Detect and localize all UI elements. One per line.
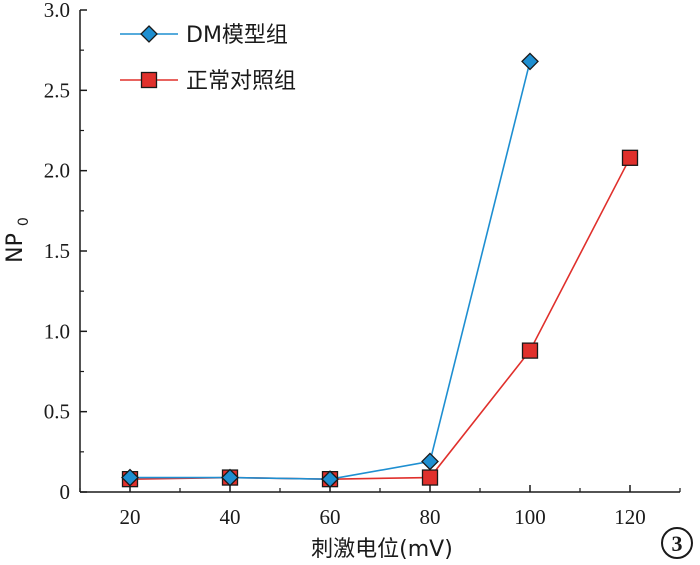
- point-normal-control: [621, 149, 639, 166]
- y-tick-label: 2.0: [44, 159, 70, 183]
- x-tick-label: 120: [614, 505, 646, 529]
- x-tick-label: 60: [320, 505, 341, 529]
- y-axis-title-sub: 0: [16, 217, 32, 226]
- legend-label: DM模型组: [186, 23, 288, 48]
- y-axis-title-main: NP: [3, 233, 28, 263]
- point-dm-model: [521, 52, 539, 71]
- y-tick-label: 1.5: [44, 239, 70, 263]
- legend-marker: [140, 25, 158, 43]
- point-normal-control: [421, 469, 439, 486]
- series-line-dm-model: [130, 61, 531, 480]
- point-dm-model: [121, 468, 139, 487]
- legend-item: 正常对照组: [120, 69, 296, 94]
- series-markers: [121, 52, 639, 489]
- point-dm-model: [221, 468, 239, 487]
- series-lines: [129, 61, 631, 480]
- point-dm-model: [321, 470, 339, 489]
- legend-item: DM模型组: [120, 23, 288, 48]
- y-axis-title: NP 0: [3, 217, 32, 263]
- y-tick-label: 0: [60, 480, 71, 504]
- legend-label: 正常对照组: [186, 69, 296, 94]
- point-dm-model: [421, 452, 439, 471]
- y-tick-label: 0.5: [44, 400, 70, 424]
- y-tick-label: 1.0: [44, 319, 70, 343]
- x-tick-label: 40: [220, 505, 241, 529]
- y-tick-label: 2.5: [44, 78, 70, 102]
- panel-badge-circle: [661, 527, 693, 559]
- axes: 0 0.5 1.0 1.5 2.0 2.5 3.0 20 40 60 80 100 120: [44, 0, 681, 529]
- x-tick-label: 80: [420, 505, 441, 529]
- panel-badge: 3: [661, 527, 693, 559]
- y-tick-label: 3.0: [44, 0, 70, 22]
- point-normal-control: [521, 342, 539, 359]
- series-line-normal-control: [129, 157, 631, 480]
- x-tick-label: 100: [514, 505, 546, 529]
- x-tick-label: 20: [120, 505, 141, 529]
- legend-marker: [140, 71, 158, 89]
- x-axis-title: 刺激电位(mV): [311, 537, 453, 562]
- panel-badge-label: 3: [672, 531, 683, 556]
